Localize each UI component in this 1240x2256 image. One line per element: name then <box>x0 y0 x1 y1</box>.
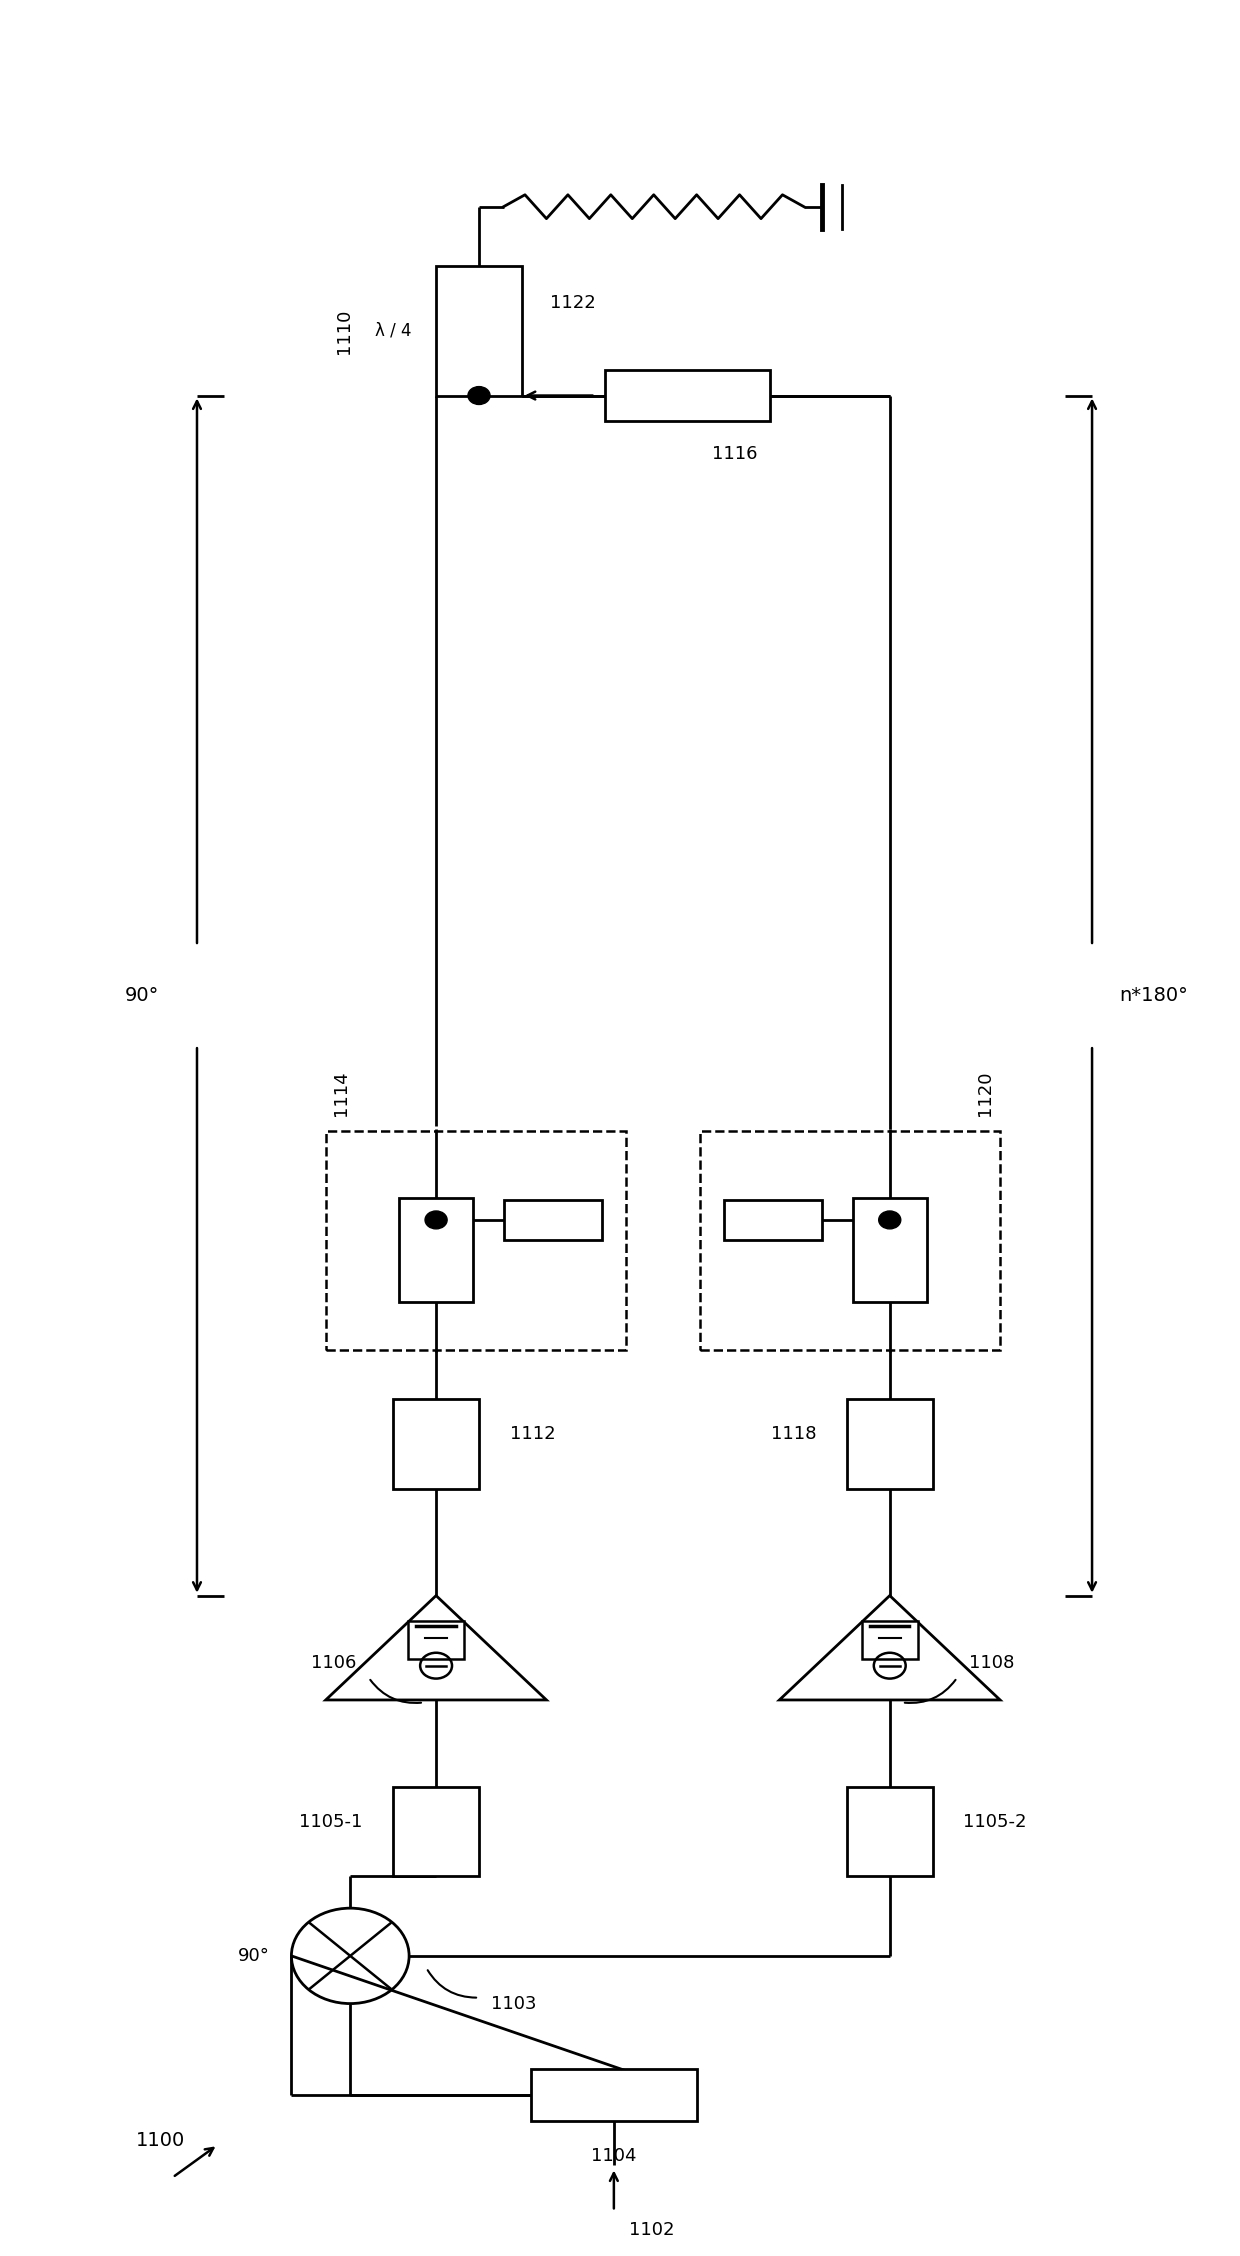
Text: 1114: 1114 <box>332 1069 350 1117</box>
Text: n*180°: n*180° <box>1118 986 1188 1006</box>
Bar <box>699 1130 1001 1349</box>
Text: 1120: 1120 <box>976 1072 994 1117</box>
Circle shape <box>879 1211 900 1230</box>
Text: 1105-2: 1105-2 <box>963 1814 1027 1830</box>
Bar <box>393 1787 479 1877</box>
Bar <box>436 266 522 395</box>
Bar <box>393 1399 479 1489</box>
Bar <box>531 2069 697 2121</box>
Circle shape <box>425 1211 448 1230</box>
Text: 1100: 1100 <box>135 2130 185 2150</box>
Bar <box>408 1622 464 1658</box>
Text: 1116: 1116 <box>712 444 758 462</box>
Text: 1110: 1110 <box>335 309 353 354</box>
Bar <box>853 1198 926 1302</box>
Bar <box>847 1399 932 1489</box>
Text: 90°: 90° <box>237 1947 269 1965</box>
Text: 1105-1: 1105-1 <box>299 1814 362 1830</box>
Bar <box>326 1130 626 1349</box>
Text: 1122: 1122 <box>551 293 596 311</box>
Bar <box>605 370 770 422</box>
Text: 1112: 1112 <box>510 1426 556 1444</box>
Circle shape <box>467 386 490 404</box>
Bar <box>862 1622 918 1658</box>
Text: 1108: 1108 <box>970 1654 1014 1672</box>
Text: λ / 4: λ / 4 <box>374 323 412 341</box>
Text: 1106: 1106 <box>311 1654 356 1672</box>
Text: 1103: 1103 <box>491 1994 537 2012</box>
Bar <box>724 1200 822 1241</box>
Text: 1102: 1102 <box>629 2222 675 2240</box>
Bar <box>399 1198 472 1302</box>
Bar <box>847 1787 932 1877</box>
Bar <box>503 1200 601 1241</box>
Text: 90°: 90° <box>125 986 159 1006</box>
Text: 1104: 1104 <box>591 2148 636 2166</box>
Text: 1118: 1118 <box>771 1426 816 1444</box>
